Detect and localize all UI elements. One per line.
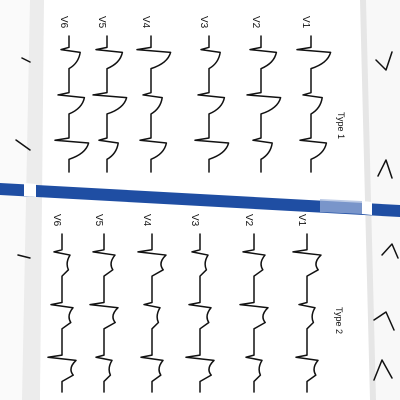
panel-separator	[0, 183, 400, 217]
lead-label-v6: V6	[51, 214, 62, 227]
lead-label-v1: V1	[296, 214, 307, 227]
lead-label-v2: V2	[243, 214, 254, 227]
lead-label-v6: V6	[58, 16, 69, 29]
panel-type-label: Type 2	[334, 307, 344, 334]
panel-type-label: Type 1	[336, 112, 346, 139]
page-shadow-left	[22, 0, 46, 400]
ecg-trace-v4	[137, 233, 167, 393]
panel-type-1: V6 V5 V4 V3 V2 V1 Type 1	[54, 16, 346, 173]
ecg-trace-v6	[47, 233, 77, 393]
lead-label-v3: V3	[189, 214, 200, 227]
lead-label-v2: V2	[250, 16, 261, 29]
lead-label-v3: V3	[198, 16, 209, 29]
lead-label-v5: V5	[96, 16, 107, 29]
ecg-trace-v1	[292, 233, 322, 393]
left-page-trace	[15, 57, 31, 259]
ecg-trace-v5	[92, 35, 128, 173]
ecg-trace-v4	[136, 35, 172, 173]
ecg-trace-v6	[54, 35, 90, 173]
lead-label-v1: V1	[300, 16, 311, 29]
ecg-trace-v2	[239, 233, 269, 393]
ecg-trace-v5	[89, 233, 119, 393]
right-page-trace	[373, 51, 399, 381]
ecg-trace-v1	[296, 35, 332, 173]
ecg-trace-v3	[194, 35, 230, 173]
lead-label-v4: V4	[140, 16, 151, 29]
panel-type-2: V6 V5 V4 V3 V2 V1 Type 2	[47, 214, 344, 393]
ecg-trace-v3	[185, 233, 215, 393]
lead-label-v5: V5	[93, 214, 104, 227]
ecg-trace-v2	[246, 35, 282, 173]
lead-label-v4: V4	[141, 214, 152, 227]
